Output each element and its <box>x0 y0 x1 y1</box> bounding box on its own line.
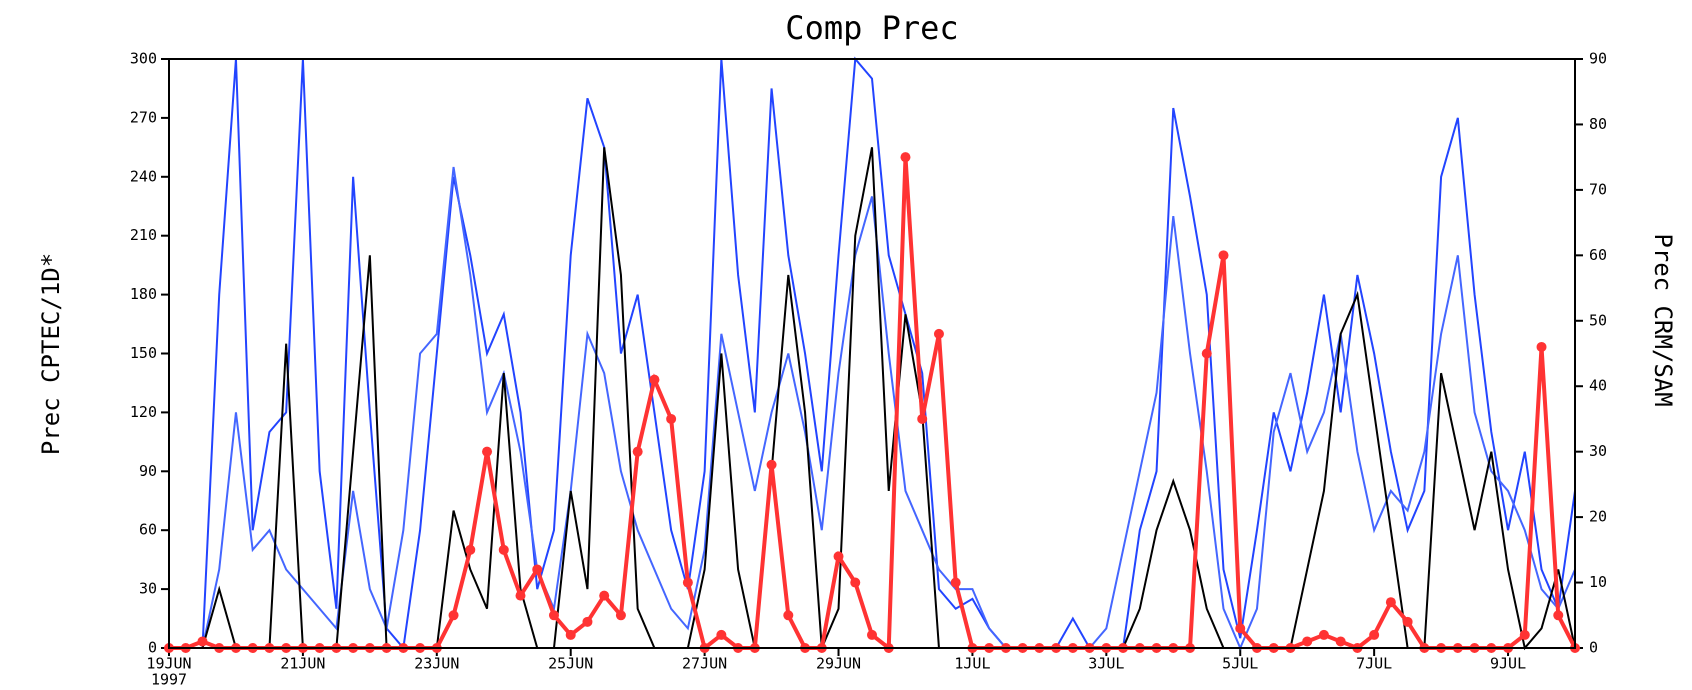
series-marker <box>783 610 794 621</box>
series-marker <box>716 629 727 640</box>
x-tick-label: 29JUN <box>816 655 861 673</box>
series-marker <box>900 152 911 163</box>
series-marker <box>548 610 559 621</box>
series-marker <box>1385 597 1396 608</box>
y-axis-label: Prec CPTEC/1D* <box>37 253 65 455</box>
y-tick-label: 30 <box>139 580 157 598</box>
series-marker <box>582 616 593 627</box>
year-label: 1997 <box>151 671 187 689</box>
y2-tick-label: 90 <box>1589 50 1607 68</box>
series-marker <box>599 590 610 601</box>
series-marker <box>1235 623 1246 634</box>
chart-title: Comp Prec <box>785 9 958 47</box>
series-marker <box>498 544 509 555</box>
x-tick-label: 3JUL <box>1088 655 1124 673</box>
series-marker <box>850 577 861 588</box>
series-marker <box>532 564 543 575</box>
x-tick-label: 25JUN <box>548 655 593 673</box>
series-marker <box>1218 250 1229 261</box>
series-line <box>169 157 1577 652</box>
y2-tick-label: 40 <box>1589 377 1607 395</box>
series-marker <box>482 446 493 457</box>
series-marker <box>1318 629 1329 640</box>
series-marker <box>649 374 660 385</box>
y-tick-label: 210 <box>130 226 157 244</box>
plot-frame <box>168 58 1576 649</box>
y2-tick-label: 70 <box>1589 180 1607 198</box>
x-tick-label: 9JUL <box>1490 655 1526 673</box>
series-marker <box>682 577 693 588</box>
series-marker <box>666 413 677 424</box>
series-marker <box>1553 610 1564 621</box>
y-tick-label: 0 <box>148 639 157 657</box>
series-marker <box>917 413 928 424</box>
series-line <box>169 166 1576 651</box>
y-tick-label: 150 <box>130 344 157 362</box>
y2-tick-label: 50 <box>1589 311 1607 329</box>
y-tick-label: 120 <box>130 403 157 421</box>
y2-tick-label: 60 <box>1589 246 1607 264</box>
series-marker <box>867 629 877 640</box>
series-marker <box>615 610 626 621</box>
y2-tick-label: 20 <box>1589 508 1607 526</box>
y2-tick-label: 0 <box>1589 639 1598 657</box>
y2-axis-label: Prec CRM/SAM <box>1649 233 1677 406</box>
x-tick-label: 1JUL <box>954 655 990 673</box>
series-marker <box>515 590 526 601</box>
series-marker <box>465 544 476 555</box>
series-marker <box>1402 616 1413 627</box>
series-marker <box>1536 341 1547 352</box>
x-tick-label: 5JUL <box>1222 655 1258 673</box>
y2-tick-label: 80 <box>1589 115 1607 133</box>
series-marker <box>1519 629 1530 640</box>
series-marker <box>632 446 643 457</box>
y2-tick-label: 10 <box>1589 573 1607 591</box>
x-tick-label: 23JUN <box>414 655 459 673</box>
series-marker <box>766 459 777 470</box>
y-tick-label: 180 <box>130 285 157 303</box>
x-tick-label: 21JUN <box>280 655 325 673</box>
series-marker <box>197 636 208 647</box>
y2-tick-label: 30 <box>1589 442 1607 460</box>
y-tick-label: 60 <box>139 521 157 539</box>
y-tick-label: 300 <box>130 50 157 68</box>
x-tick-label: 7JUL <box>1356 655 1392 673</box>
series-marker <box>565 629 576 640</box>
y-tick-label: 270 <box>130 108 157 126</box>
series-marker <box>1201 348 1212 359</box>
series-line <box>169 147 1576 651</box>
x-tick-label: 19JUN <box>146 655 191 673</box>
series-marker <box>833 551 844 562</box>
y-tick-label: 240 <box>130 167 157 185</box>
series-marker <box>1369 629 1380 640</box>
series-marker <box>1335 636 1346 647</box>
series-marker <box>933 328 944 339</box>
series-marker <box>448 610 459 621</box>
series-marker <box>1302 636 1313 647</box>
x-tick-label: 27JUN <box>682 655 727 673</box>
series-marker <box>950 577 961 588</box>
y-tick-label: 90 <box>139 462 157 480</box>
